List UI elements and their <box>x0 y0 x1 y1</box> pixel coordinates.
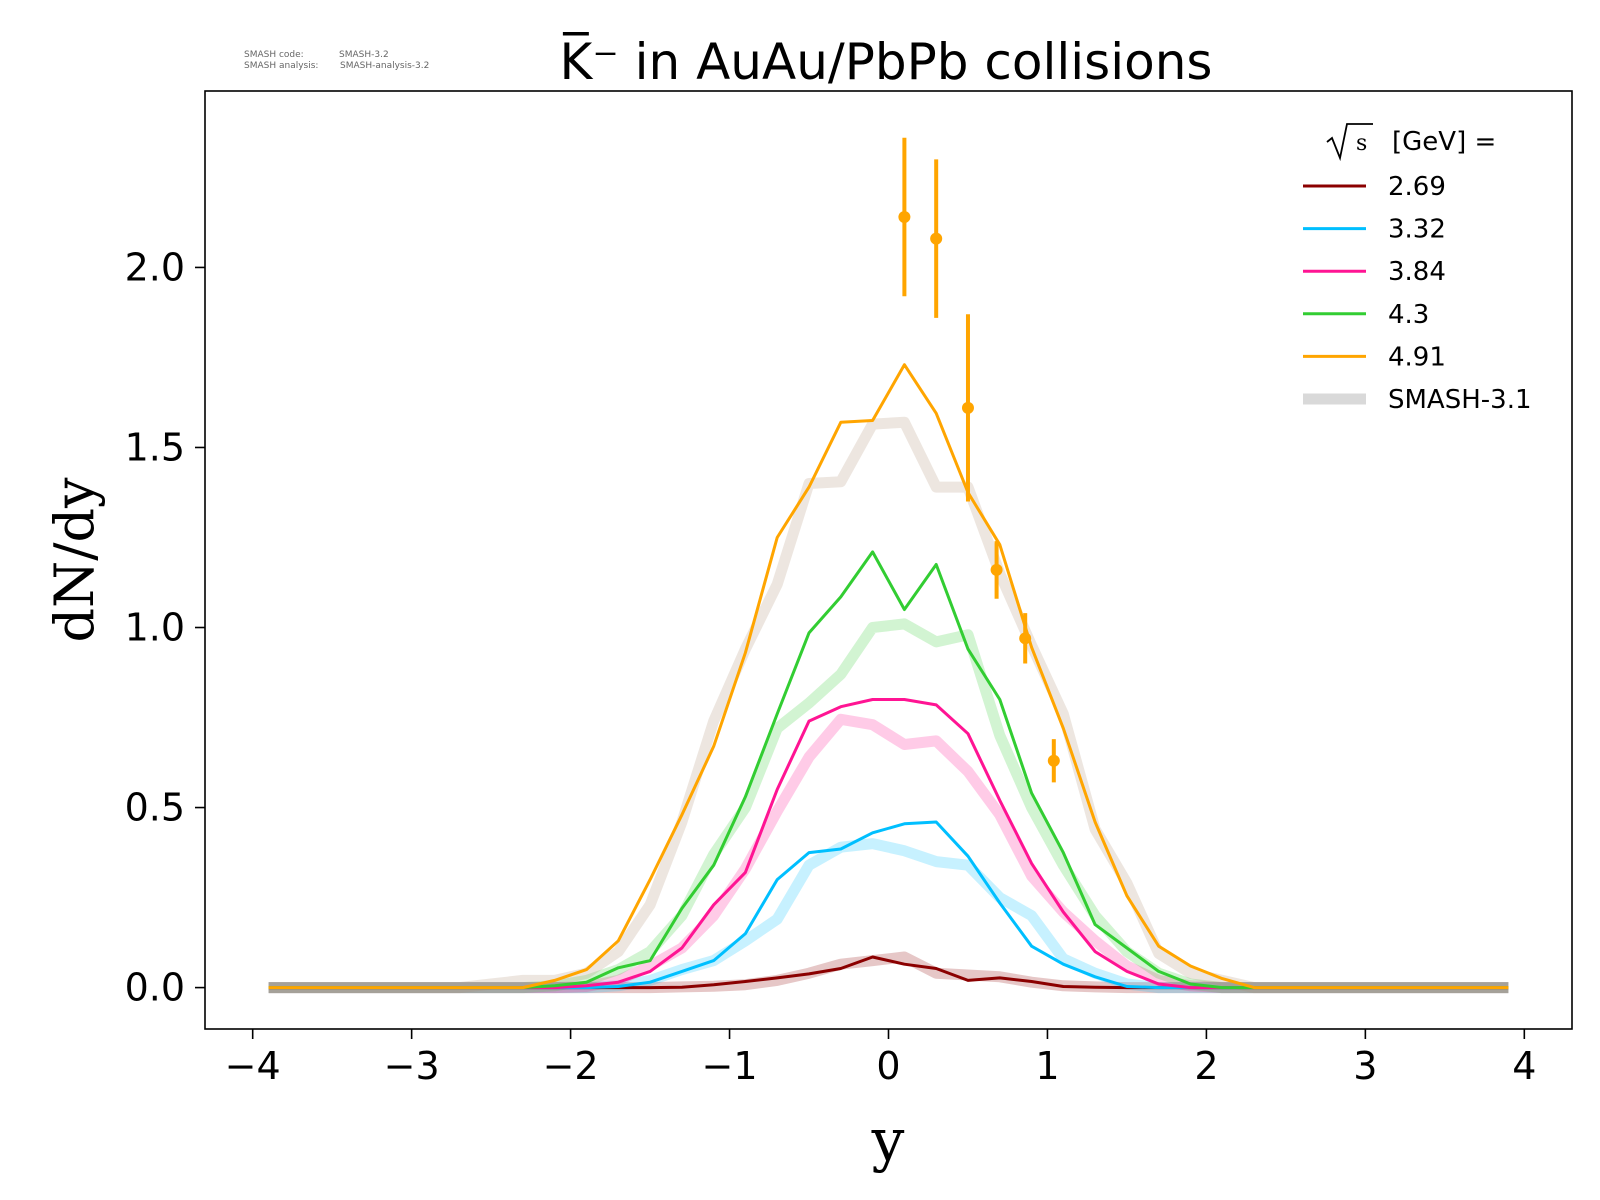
x-tick-label: 4 <box>1512 1044 1536 1088</box>
legend-label: 4.3 <box>1388 300 1429 330</box>
x-tick-label: 0 <box>876 1044 900 1088</box>
y-tick-label: 2.0 <box>125 245 185 289</box>
plot-frame <box>204 90 1573 1030</box>
x-tick-label: −2 <box>543 1044 599 1088</box>
legend-label: 2.69 <box>1388 172 1446 202</box>
legend-label: SMASH-3.1 <box>1388 385 1532 415</box>
reference-line-3.84 <box>268 713 1509 994</box>
reference-line-4.91 <box>268 416 1509 994</box>
watermark: SMASH code: SMASH-3.2 SMASH analysis: SM… <box>244 50 429 71</box>
reference-curves <box>268 416 1509 994</box>
x-axis-label: y <box>871 1106 905 1174</box>
data-point <box>961 401 974 414</box>
watermark-code-value: SMASH-3.2 <box>339 50 389 60</box>
x-tick-label: −3 <box>384 1044 440 1088</box>
legend-title: s [GeV] = <box>1326 123 1496 162</box>
reference-line-3.32 <box>268 838 1509 994</box>
data-point <box>898 211 911 224</box>
y-tick-label: 1.0 <box>125 606 185 650</box>
watermark-analysis-label: SMASH analysis: <box>244 61 318 71</box>
reference-line-4.3 <box>268 618 1509 994</box>
legend-label: 3.32 <box>1388 215 1446 245</box>
watermark-analysis-value: SMASH-analysis-3.2 <box>340 61 429 71</box>
data-point <box>990 563 1003 576</box>
data-point <box>1019 632 1032 645</box>
chart-title: K̅⁻ in AuAu/PbPb collisions <box>560 32 1213 91</box>
y-axis-label: dN/dy <box>43 477 106 643</box>
series-line-4.91 <box>268 363 1509 990</box>
data-point <box>1047 754 1060 767</box>
y-tick-label: 0.5 <box>125 786 185 830</box>
x-tick-label: 3 <box>1353 1044 1377 1088</box>
y-tick-label: 0.0 <box>125 966 185 1010</box>
legend-label: 3.84 <box>1388 257 1446 287</box>
series-line-4.3 <box>268 550 1509 990</box>
x-tick-label: 1 <box>1035 1044 1059 1088</box>
y-tick-label: 1.5 <box>125 425 185 469</box>
x-axis-ticks: −4 −3 −2 −1 0 1 2 3 4 <box>225 1029 1536 1088</box>
legend-title-sqrt: s <box>1356 131 1367 156</box>
plot-area <box>268 137 1509 994</box>
legend-label: 4.91 <box>1388 342 1446 372</box>
series-curves <box>268 363 1509 990</box>
y-axis-ticks: 0.0 0.5 1.0 1.5 2.0 <box>125 245 205 1010</box>
x-tick-label: 2 <box>1194 1044 1218 1088</box>
watermark-code-label: SMASH code: <box>244 50 304 60</box>
x-tick-label: −1 <box>702 1044 758 1088</box>
legend: s [GeV] = 2.69 3.32 3.84 4.3 4.91 SMASH-3.1 <box>1303 123 1532 415</box>
sqrt-icon <box>1326 123 1373 162</box>
legend-title-text: [GeV] = <box>1392 127 1496 157</box>
x-tick-label: −4 <box>225 1044 281 1088</box>
data-point <box>930 232 943 245</box>
data-points <box>898 137 1060 783</box>
